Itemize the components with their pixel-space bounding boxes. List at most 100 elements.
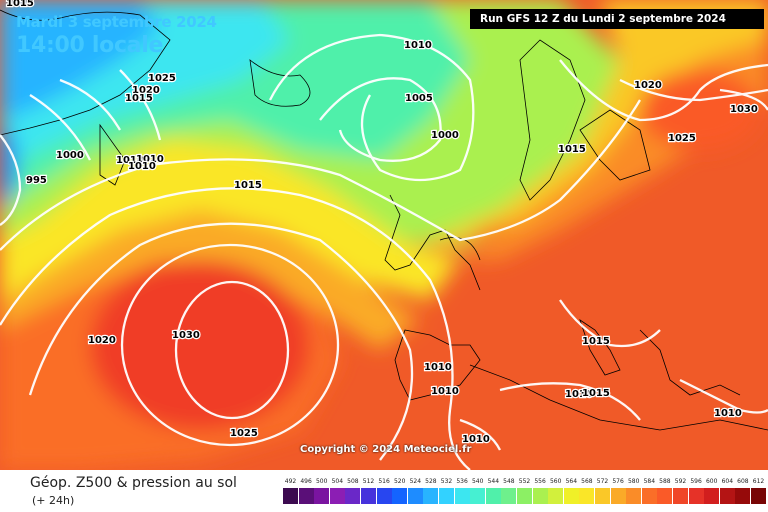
legend-tick-label: 512 bbox=[362, 478, 375, 485]
legend-tick-label: 556 bbox=[534, 478, 546, 485]
legend-tick-label: 592 bbox=[674, 478, 687, 485]
legend-swatch bbox=[610, 488, 626, 504]
legend-tick-label: 524 bbox=[409, 478, 422, 485]
legend-swatch bbox=[376, 488, 392, 504]
valid-time-label: 14:00 locale bbox=[16, 33, 164, 58]
legend-swatch bbox=[517, 488, 532, 504]
isobar-label: 1015 bbox=[558, 144, 586, 155]
legend-swatch bbox=[298, 488, 314, 504]
isobar-label: 1015 bbox=[234, 180, 262, 191]
forecast-offset: (+ 24h) bbox=[32, 494, 75, 507]
legend-tick-label: 496 bbox=[300, 478, 312, 485]
isobar-label: 1020 bbox=[88, 335, 116, 346]
product-title: Géop. Z500 & pression au sol bbox=[30, 475, 237, 491]
isobar-label: 1000 bbox=[56, 150, 84, 161]
legend-swatch bbox=[485, 488, 501, 504]
legend-swatch bbox=[532, 488, 548, 504]
legend-swatch bbox=[673, 488, 688, 504]
valid-date-label: Mardi 3 septembre 2024 bbox=[16, 13, 217, 31]
legend-tick-label: 536 bbox=[456, 478, 468, 485]
legend-swatch bbox=[751, 488, 766, 504]
legend-swatch bbox=[470, 488, 486, 504]
legend-tick-label: 544 bbox=[487, 478, 500, 485]
legend-swatch bbox=[392, 488, 408, 504]
legend-swatch bbox=[735, 488, 751, 504]
legend-tick-label: 492 bbox=[284, 478, 297, 485]
copyright-notice: Copyright © 2024 Meteociel.fr bbox=[300, 444, 472, 455]
legend-tick-label: 520 bbox=[393, 478, 406, 485]
isobar-label: 1020 bbox=[132, 85, 160, 96]
isobar-label: 1010 bbox=[714, 408, 742, 419]
isobar-label: 1025 bbox=[148, 73, 176, 84]
isobar-label: 995 bbox=[26, 175, 47, 186]
isobar-label: 1010 bbox=[462, 434, 490, 445]
legend-tick-label: 552 bbox=[518, 478, 531, 485]
legend-swatch bbox=[719, 488, 735, 504]
legend-swatch bbox=[641, 488, 657, 504]
legend-tick-label: 580 bbox=[627, 478, 640, 485]
legend-swatch bbox=[407, 488, 423, 504]
legend-swatch bbox=[501, 488, 517, 504]
legend-tick-label: 504 bbox=[331, 478, 344, 485]
isobar-label: 1010 bbox=[136, 154, 164, 165]
legend-swatch bbox=[314, 488, 330, 504]
isobar-label: 1030 bbox=[172, 330, 200, 341]
legend-tick-label: 608 bbox=[737, 478, 749, 485]
forecast-map: 1015 1025 1020 1015 1000 1010 1010 1010 … bbox=[0, 0, 768, 470]
legend-swatch bbox=[439, 488, 454, 504]
legend-swatch bbox=[454, 488, 470, 504]
legend-swatch bbox=[595, 488, 610, 504]
legend-swatch bbox=[283, 488, 298, 504]
isobar-label: 1005 bbox=[405, 93, 433, 104]
isobar-label: 1000 bbox=[431, 130, 459, 141]
legend-tick-label: 540 bbox=[471, 478, 484, 485]
legend-tick-label: 532 bbox=[440, 478, 453, 485]
legend-tick-label: 560 bbox=[549, 478, 562, 485]
run-info-banner: Run GFS 12 Z du Lundi 2 septembre 2024 bbox=[470, 9, 764, 29]
legend-tick-label: 604 bbox=[721, 478, 734, 485]
legend-swatch bbox=[361, 488, 376, 504]
isobar-label: 1025 bbox=[230, 428, 258, 439]
isobar-label: 1015 bbox=[6, 0, 34, 9]
isobar-label: 1010 bbox=[424, 362, 452, 373]
isobar-label: 1030 bbox=[730, 104, 758, 115]
isobar-label: 1010 bbox=[431, 386, 459, 397]
legend-swatch bbox=[626, 488, 642, 504]
legend-swatch bbox=[563, 488, 579, 504]
isobar-label: 1015 bbox=[582, 336, 610, 347]
isobar-label: 1015 bbox=[125, 93, 153, 104]
legend-tick-label: 600 bbox=[705, 478, 718, 485]
isobar-label: 1010 bbox=[116, 155, 144, 166]
legend-swatch bbox=[423, 488, 439, 504]
isobar-label: 1020 bbox=[634, 80, 662, 91]
legend-tick-label: 588 bbox=[659, 478, 671, 485]
legend-tick-label: 500 bbox=[315, 478, 328, 485]
isobar-label: 1025 bbox=[668, 133, 696, 144]
isobar-label: 1010 bbox=[128, 161, 156, 172]
isobar-label: 1010 bbox=[565, 389, 593, 400]
legend-tick-label: 548 bbox=[503, 478, 515, 485]
legend-tick-label: 564 bbox=[565, 478, 578, 485]
legend-swatch bbox=[345, 488, 361, 504]
legend-swatch bbox=[329, 488, 345, 504]
forecast-map-canvas: 1015 1025 1020 1015 1000 1010 1010 1010 … bbox=[0, 0, 768, 470]
legend-tick-label: 516 bbox=[378, 478, 390, 485]
legend-tick-label: 528 bbox=[425, 478, 437, 485]
legend-tick-label: 576 bbox=[612, 478, 624, 485]
legend-swatch bbox=[704, 488, 720, 504]
legend-tick-label: 584 bbox=[643, 478, 656, 485]
legend-swatch bbox=[548, 488, 564, 504]
legend-tick-label: 612 bbox=[752, 478, 765, 485]
isobar-label: 1010 bbox=[404, 40, 432, 51]
legend-tick-label: 568 bbox=[581, 478, 593, 485]
legend-tick-label: 508 bbox=[347, 478, 359, 485]
isobars bbox=[0, 33, 768, 470]
legend-swatch bbox=[688, 488, 704, 504]
footer: Géop. Z500 & pression au sol (+ 24h) 492… bbox=[0, 470, 768, 512]
legend-swatch bbox=[657, 488, 673, 504]
isobar-label: 1015 bbox=[582, 388, 610, 399]
legend-swatch bbox=[579, 488, 595, 504]
legend-tick-label: 572 bbox=[596, 478, 609, 485]
legend-tick-label: 596 bbox=[690, 478, 702, 485]
